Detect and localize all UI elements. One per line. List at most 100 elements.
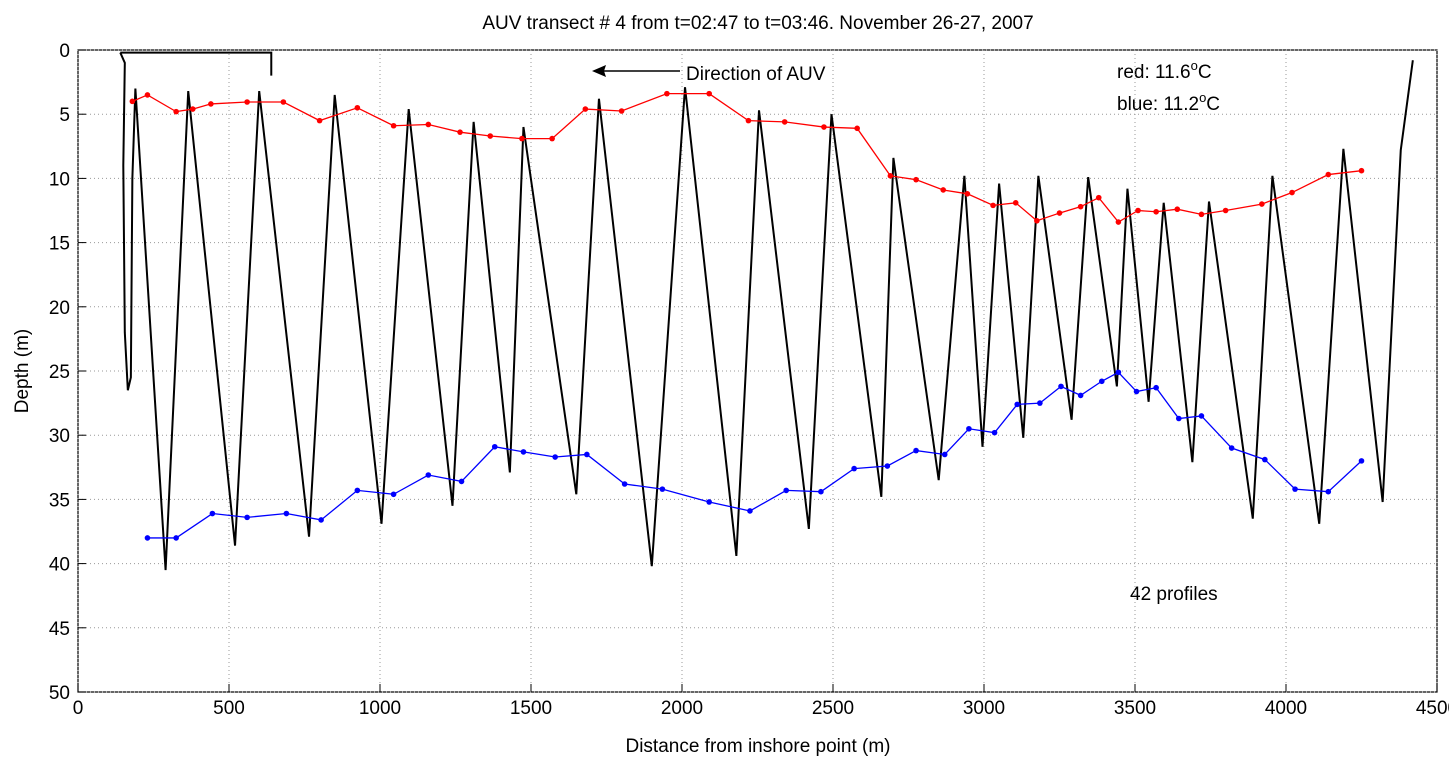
data-point [1098, 378, 1105, 385]
data-point [941, 451, 948, 458]
data-point [618, 108, 625, 114]
data-point [189, 106, 196, 112]
data-point [144, 92, 151, 98]
x-tick-label: 1500 [510, 698, 552, 719]
red-value: red: 11.6 [1117, 62, 1191, 83]
data-point [244, 99, 250, 105]
data-point [549, 135, 555, 142]
data-point [659, 486, 666, 492]
data-point [208, 101, 214, 107]
data-point [664, 90, 670, 97]
data-point [966, 425, 972, 432]
y-axis-label: Depth (m) [12, 329, 33, 413]
data-point [1095, 194, 1102, 201]
data-point [913, 447, 919, 454]
data-point [390, 122, 397, 129]
y-tick-label: 50 [49, 683, 70, 704]
data-point [425, 472, 432, 478]
arrow-head [592, 65, 606, 77]
data-point [283, 510, 290, 517]
data-point [991, 429, 998, 436]
data-point [1014, 401, 1021, 408]
data-point [425, 121, 432, 128]
data-point [316, 117, 323, 124]
unit: C [1198, 62, 1212, 83]
x-tick-label: 4000 [1265, 698, 1307, 719]
data-point [1135, 207, 1141, 214]
x-tick-label: 0 [73, 698, 84, 719]
data-point [1115, 369, 1122, 376]
data-point [173, 108, 179, 115]
x-tick-label: 1000 [359, 698, 401, 719]
y-tick-label: 10 [49, 169, 70, 190]
data-point [173, 535, 179, 541]
data-point [913, 176, 919, 183]
data-point [244, 514, 250, 521]
data-point [584, 451, 590, 458]
data-point [781, 119, 788, 125]
data-point [964, 191, 971, 197]
x-tick-label: 500 [213, 698, 245, 719]
unit: C [1206, 94, 1220, 115]
data-point [1262, 456, 1268, 463]
y-tick-label: 15 [49, 234, 70, 255]
data-point [1077, 392, 1084, 399]
data-point [1115, 219, 1122, 225]
data-point [745, 117, 752, 124]
data-point [1077, 203, 1084, 210]
y-tick-label: 35 [49, 490, 70, 511]
data-point [783, 487, 789, 494]
data-point [390, 491, 397, 498]
blue-value: blue: 11.2 [1117, 94, 1199, 115]
data-point [1358, 458, 1365, 464]
data-point [990, 202, 996, 209]
y-tick-label: 40 [49, 555, 70, 576]
data-point [1153, 384, 1159, 391]
data-point [1325, 488, 1332, 495]
red-annotation: red: 11.6oC [1117, 58, 1212, 83]
data-point [621, 481, 628, 487]
data-point [818, 488, 824, 495]
x-tick-label: 3500 [1114, 698, 1156, 719]
data-point [851, 465, 857, 472]
data-point [144, 535, 151, 541]
profiles-annotation: 42 profiles [1130, 584, 1218, 605]
data-point [1198, 413, 1205, 419]
data-point [1012, 199, 1019, 206]
series-line [119, 51, 1414, 571]
data-point [884, 463, 891, 469]
chart-title: AUV transect # 4 from t=02:47 to t=03:46… [482, 13, 1033, 34]
y-tick-label: 0 [59, 41, 70, 62]
data-point [1056, 210, 1063, 216]
data-point [747, 508, 753, 514]
data-point [209, 510, 216, 517]
data-point [940, 187, 947, 193]
data-point [1325, 171, 1332, 178]
y-tick-label: 30 [49, 426, 70, 447]
data-point [1058, 383, 1064, 390]
data-point [1222, 207, 1229, 214]
series-line [147, 371, 1362, 539]
data-point [706, 499, 712, 505]
data-point [1292, 486, 1298, 492]
data-point [1259, 201, 1265, 207]
data-point [582, 106, 589, 112]
data-point [458, 478, 465, 485]
data-point [1289, 189, 1295, 196]
data-point [280, 99, 287, 105]
direction-annotation: Direction of AUV [686, 64, 826, 85]
x-tick-label: 3000 [963, 698, 1005, 719]
x-axis-label: Distance from inshore point (m) [625, 736, 890, 757]
data-point [1153, 208, 1159, 215]
data-point [1358, 167, 1365, 174]
data-point [520, 449, 527, 455]
blue-annotation: blue: 11.2oC [1117, 90, 1220, 115]
data-point [129, 98, 136, 105]
data-point [487, 133, 494, 139]
y-tick-label: 45 [49, 619, 70, 640]
data-point [1174, 206, 1181, 213]
data-point [1175, 415, 1182, 422]
data-point [552, 454, 558, 460]
